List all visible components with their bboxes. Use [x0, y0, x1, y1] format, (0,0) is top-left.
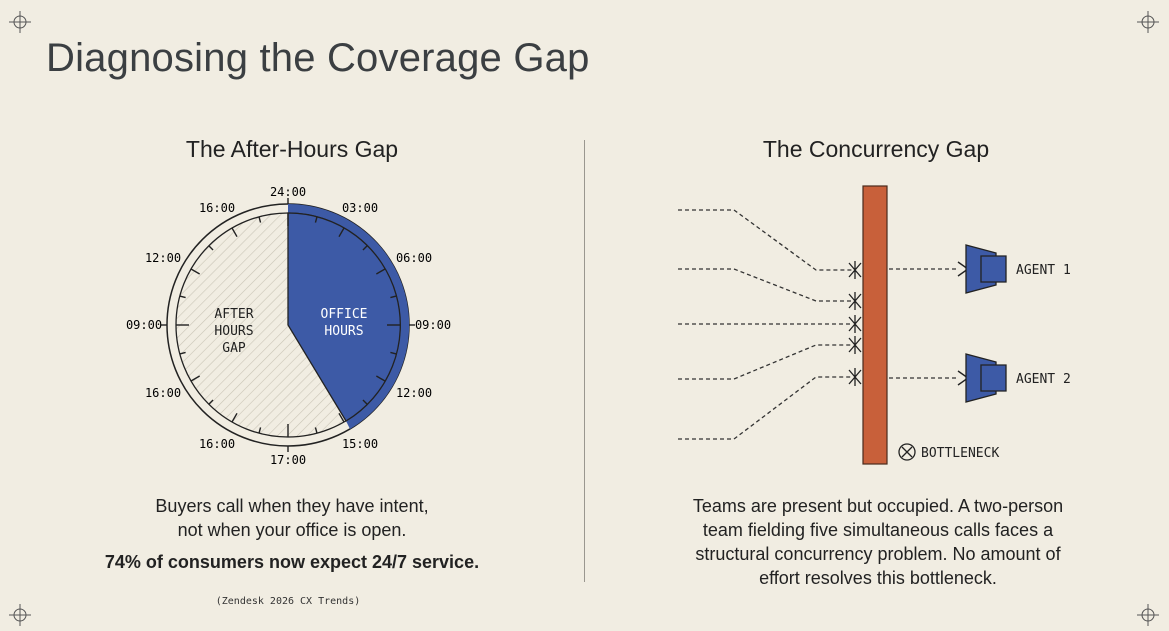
- caption-line: not when your office is open.: [177, 520, 407, 540]
- clock-tick: [314, 427, 318, 434]
- caption-line: Teams are present but occupied. A two-pe…: [692, 496, 1064, 516]
- clock-tick: [362, 245, 368, 251]
- crosshair-icon: [1137, 604, 1159, 626]
- after-hours-label: GAP: [222, 341, 246, 356]
- agent-1-label: AGENT 1: [1016, 263, 1071, 278]
- clock-tick: [190, 268, 201, 275]
- clock-tick: [179, 351, 186, 355]
- clock-label: 16:00: [199, 201, 235, 215]
- collision-marks: [848, 261, 862, 386]
- after-hours-label: HOURS: [214, 324, 253, 339]
- clock-tick: [231, 227, 238, 238]
- x-mark: [848, 315, 862, 333]
- concurrency-diagram: AGENT 1 AGENT 2 BOTTLENECK: [678, 185, 1071, 465]
- office-hours-label: OFFICE: [321, 307, 368, 322]
- clock-tick: [390, 295, 397, 299]
- incoming-call-lines: [678, 209, 958, 440]
- page-title: Diagnosing the Coverage Gap: [46, 36, 590, 80]
- stat-highlight: 74% of consumers now expect 24/7 service…: [104, 552, 480, 572]
- clock-tick: [338, 227, 345, 238]
- clock-tick: [375, 268, 386, 275]
- clock-ticks: [161, 198, 415, 452]
- clock-tick: [375, 375, 386, 382]
- after-hours-label: AFTER: [214, 307, 253, 322]
- crosshair-icon: [1137, 11, 1159, 33]
- crosshair-icon: [9, 604, 31, 626]
- call-line: [678, 268, 852, 302]
- clock-label: 16:00: [145, 386, 181, 400]
- clock-tick: [258, 427, 262, 434]
- clock-label: 12:00: [145, 251, 181, 265]
- clock-label: 15:00: [342, 437, 378, 451]
- caption-line: team fielding five simultaneous calls fa…: [702, 520, 1054, 540]
- clock-tick: [338, 412, 345, 423]
- clock-tick: [231, 412, 238, 423]
- agent-headset-icon: [965, 353, 1007, 403]
- clock-label: 17:00: [270, 453, 306, 467]
- clock-tick: [179, 295, 186, 299]
- bottleneck-label: BOTTLENECK: [921, 446, 999, 461]
- clock-label: 09:00: [126, 318, 162, 332]
- clock-label: 24:00: [270, 185, 306, 199]
- clock-tick: [390, 351, 397, 355]
- caption-line: effort resolves this bottleneck.: [759, 568, 997, 588]
- caption-line: structural concurrency problem. No amoun…: [695, 544, 1061, 564]
- bottleneck-bar: [862, 185, 888, 465]
- office-hours-sector: [287, 212, 401, 422]
- panel-divider: [584, 140, 585, 582]
- clock-label: 06:00: [396, 251, 432, 265]
- clock-tick: [190, 375, 201, 382]
- x-mark: [848, 368, 862, 386]
- clock-tick: [208, 245, 214, 251]
- after-hours-caption: Buyers call when they have intent, not w…: [42, 494, 542, 542]
- clock-label: 03:00: [342, 201, 378, 215]
- call-line: [678, 376, 852, 440]
- agent-headset-icon: [965, 244, 1007, 294]
- concurrency-heading: The Concurrency Gap: [762, 136, 990, 162]
- clock-tick: [258, 216, 262, 223]
- x-circle-icon: [898, 443, 916, 461]
- clock-label: 12:00: [396, 386, 432, 400]
- clock-label: 09:00: [415, 318, 451, 332]
- caption-line: Buyers call when they have intent,: [155, 496, 429, 516]
- clock-tick: [314, 216, 318, 223]
- x-mark: [848, 261, 862, 279]
- concurrency-caption: Teams are present but occupied. A two-pe…: [640, 494, 1116, 590]
- clock-tick: [362, 399, 368, 405]
- after-hours-clock: 24:00 03:00 06:00 09:00 12:00 15:00 17:0…: [126, 185, 451, 467]
- after-hours-heading: The After-Hours Gap: [185, 136, 399, 162]
- source-citation: (Zendesk 2026 CX Trends): [215, 596, 361, 607]
- call-line: [678, 344, 852, 380]
- call-line: [678, 209, 852, 271]
- crosshair-icon: [9, 11, 31, 33]
- x-mark: [848, 292, 862, 310]
- clock-tick: [208, 399, 214, 405]
- x-mark: [848, 336, 862, 354]
- office-hours-label: HOURS: [324, 324, 363, 339]
- clock-label: 16:00: [199, 437, 235, 451]
- agent-2-label: AGENT 2: [1016, 372, 1071, 387]
